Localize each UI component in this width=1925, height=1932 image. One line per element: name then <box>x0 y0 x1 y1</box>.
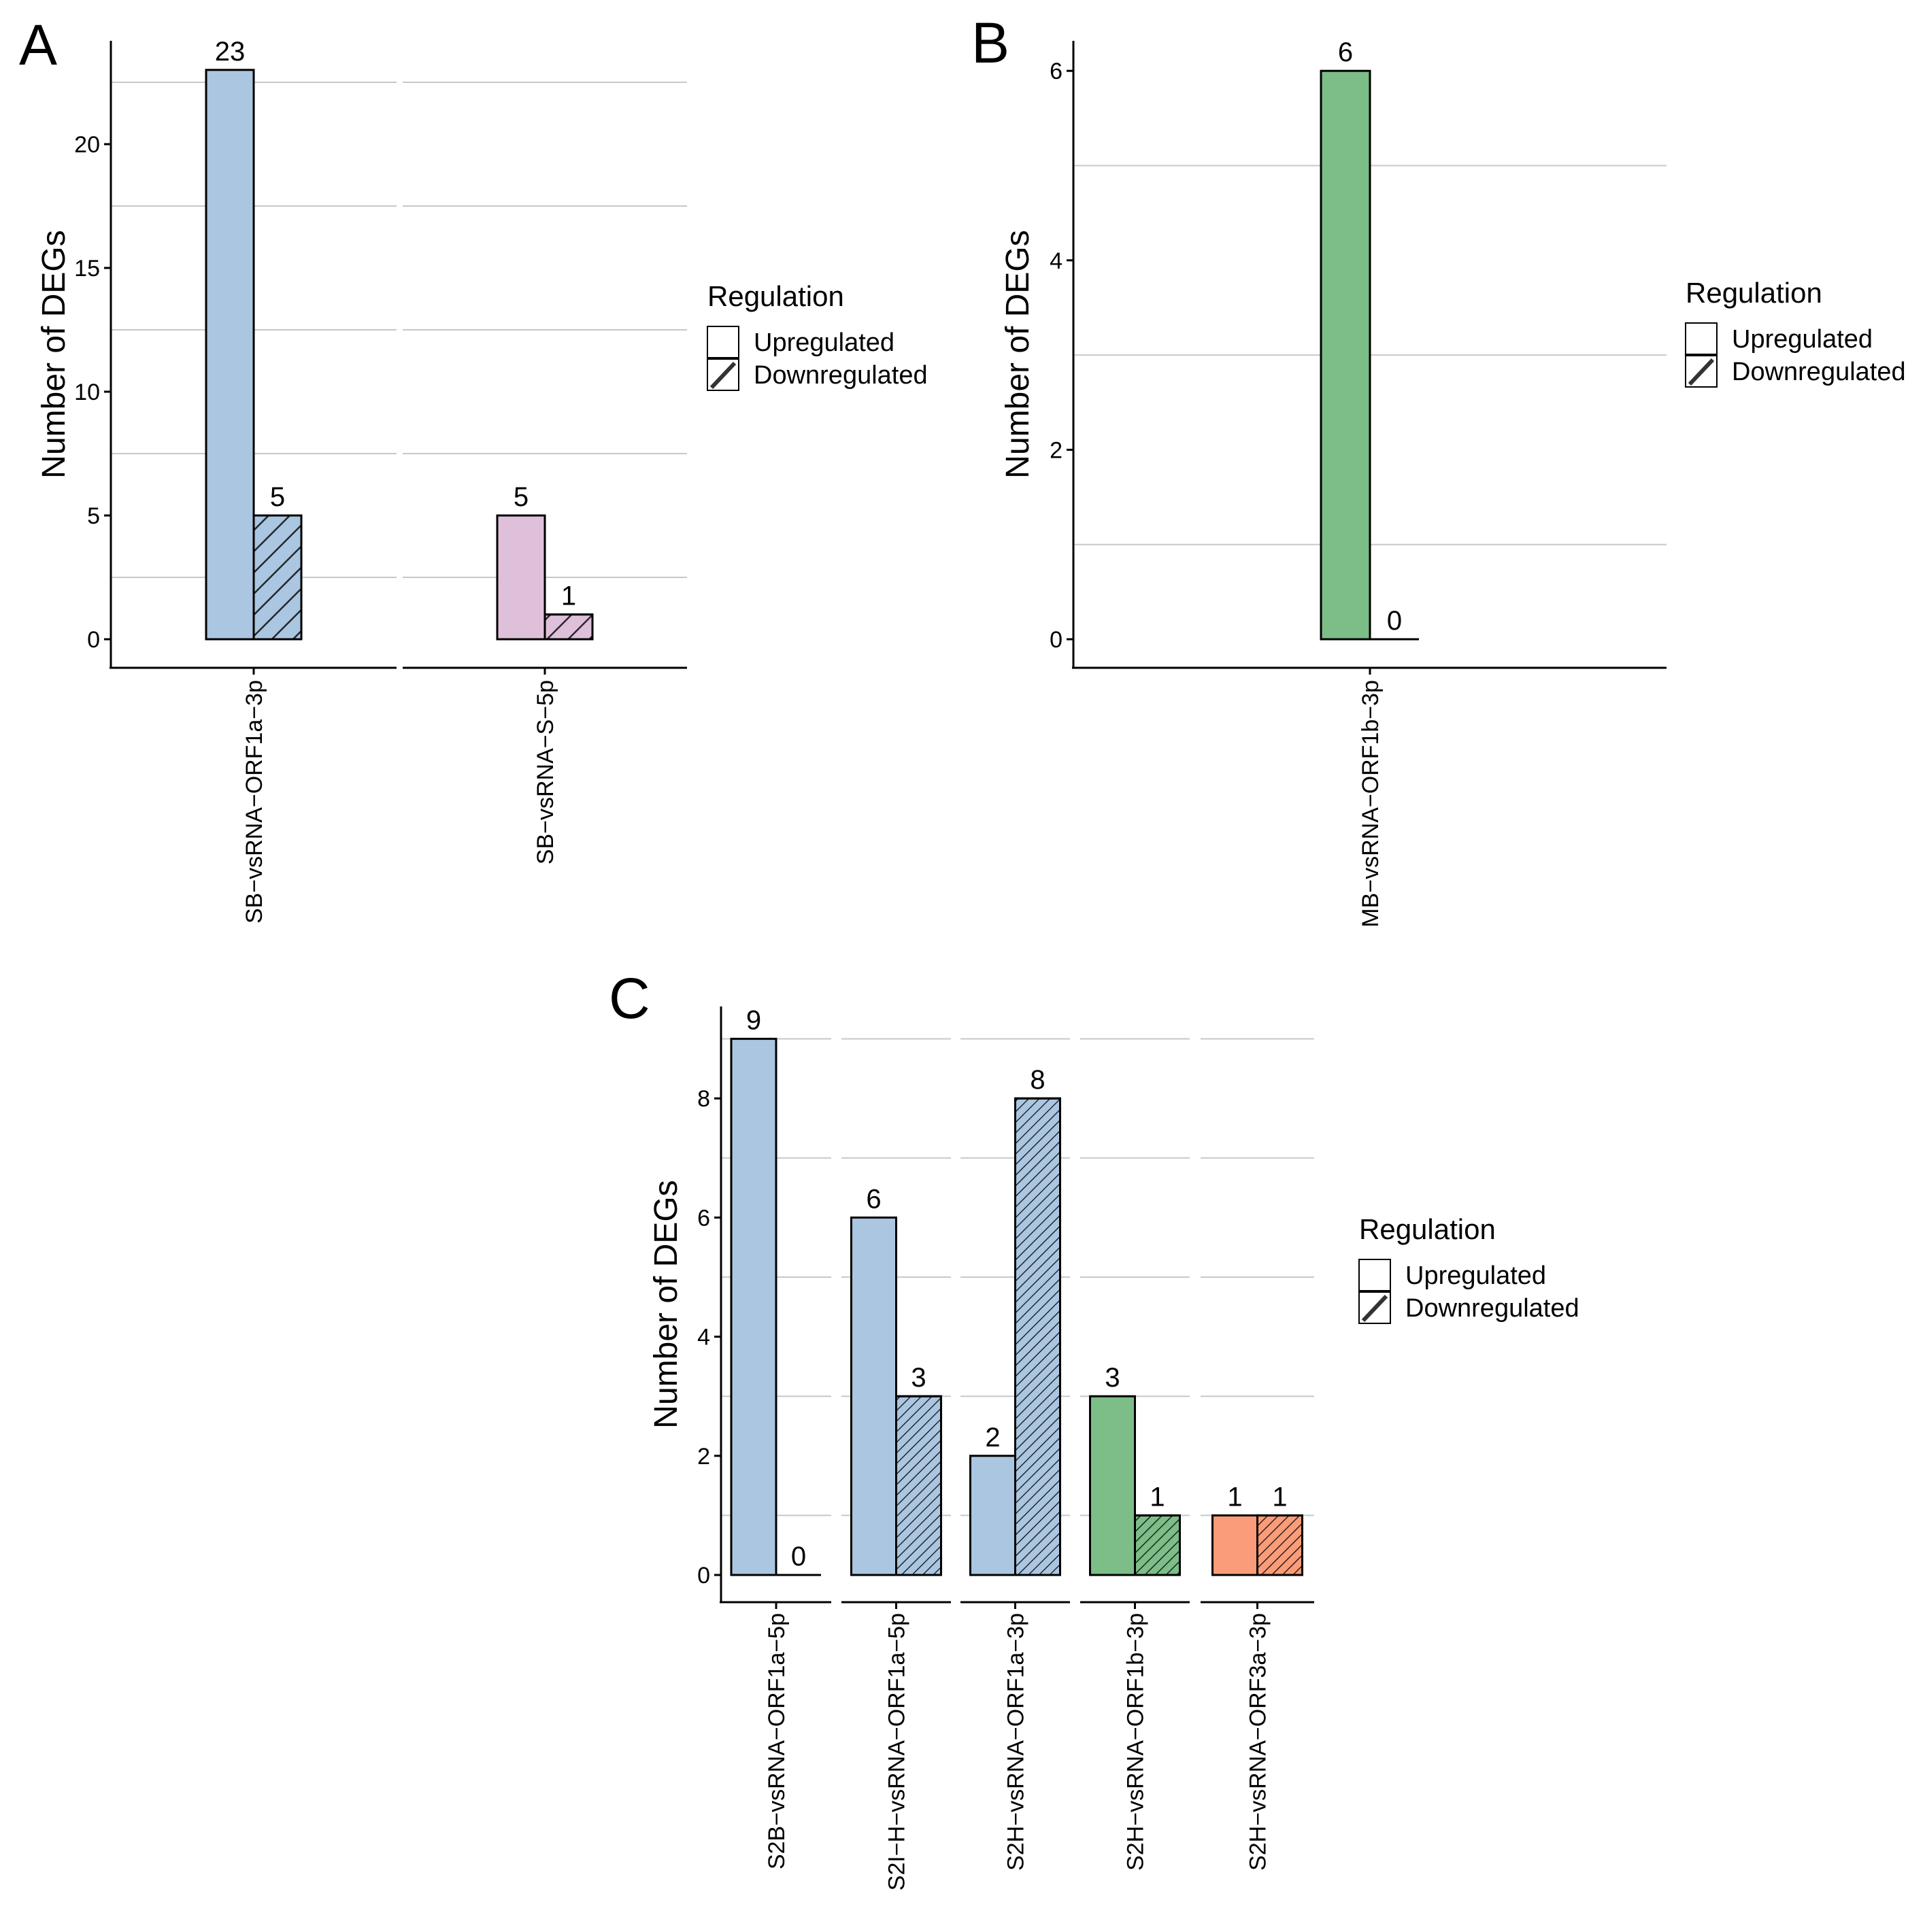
y-tick-label: 10 <box>74 379 100 405</box>
legend-label: Upregulated <box>754 328 894 357</box>
bar-upregulated <box>1211 1514 1258 1576</box>
y-tick-label: 0 <box>87 627 100 653</box>
bar-value-label: 0 <box>1387 606 1402 636</box>
legend-title: Regulation <box>1359 1213 1496 1245</box>
y-tick-label: 0 <box>1050 627 1062 653</box>
x-category-label: S2H−vsRNA−ORF1b−3p <box>1123 1613 1149 1871</box>
y-tick-label: 2 <box>1050 437 1062 463</box>
panel-letter-b: B <box>971 11 1009 75</box>
bar-hatch <box>1256 1514 1303 1576</box>
panel-b: B 0 2 4 6 Number of DEGs 6 0 MB−vsRNA−ORF1b−3p Re… <box>971 11 1906 928</box>
bar-value-label: 6 <box>866 1184 881 1214</box>
y-axis-title: Number of DEGs <box>648 1180 684 1428</box>
y-tick-label: 4 <box>697 1325 710 1351</box>
bar-value-label: 23 <box>215 37 246 67</box>
y-axis-title: Number of DEGs <box>1000 230 1036 478</box>
bar-value-label: 1 <box>1272 1482 1287 1512</box>
legend-label: Upregulated <box>1405 1261 1546 1290</box>
bar-value-label: 5 <box>514 482 529 512</box>
panel-c: C 0 2 4 6 8 Number of DEGs 9 0 S2B−vsRNA−ORF1a−5p… <box>609 966 1579 1891</box>
y-tick-label: 4 <box>1050 248 1062 274</box>
bar-hatch <box>543 613 594 641</box>
bar-upregulated <box>969 1455 1016 1576</box>
legend-hatch-icon <box>709 361 737 390</box>
bar-upregulated <box>205 69 255 641</box>
y-tick-label: 20 <box>74 132 100 158</box>
y-tick-label: 15 <box>74 256 100 282</box>
bar-value-label: 5 <box>270 482 285 512</box>
y-tick-label: 2 <box>697 1444 710 1470</box>
bar-value-label: 1 <box>1150 1482 1165 1512</box>
y-tick-label: 8 <box>697 1086 710 1112</box>
bar-upregulated <box>496 514 546 641</box>
bar-upregulated <box>850 1216 897 1576</box>
bar-hatch <box>252 514 303 641</box>
bar-value-label: 3 <box>1105 1363 1120 1393</box>
bar-value-label: 6 <box>1338 37 1353 67</box>
bar-value-label: 2 <box>985 1423 1000 1453</box>
legend-label: Downregulated <box>1732 358 1906 386</box>
x-category-label: MB−vsRNA−ORF1b−3p <box>1358 680 1384 928</box>
bar-hatch <box>1134 1514 1181 1576</box>
panel-letter-a: A <box>19 13 57 77</box>
y-tick-label: 5 <box>87 503 100 529</box>
y-tick-label: 6 <box>697 1205 710 1231</box>
bar-value-label: 8 <box>1030 1065 1045 1095</box>
legend-key-upregulated <box>1358 1259 1391 1291</box>
bar-upregulated <box>1320 69 1371 641</box>
legend-hatch-icon <box>1688 358 1715 386</box>
bar-upregulated <box>1089 1395 1136 1576</box>
x-category-label: SB−vsRNA−S−5p <box>533 680 558 864</box>
panel-letter-c: C <box>609 966 650 1030</box>
x-category-label: S2H−vsRNA−ORF3a−3p <box>1245 1613 1271 1871</box>
bar-hatch <box>895 1395 942 1576</box>
x-category-label: S2B−vsRNA−ORF1a−5p <box>764 1613 790 1869</box>
legend-label: Downregulated <box>754 361 928 390</box>
legend-title: Regulation <box>707 280 844 312</box>
bar-value-label: 1 <box>561 581 576 611</box>
bar-hatch <box>1014 1097 1061 1576</box>
x-category-label: S2I−H−vsRNA−ORF1a−5p <box>884 1613 910 1891</box>
legend-key-upregulated <box>1685 322 1718 355</box>
y-axis-title: Number of DEGs <box>36 230 72 478</box>
bar-value-label: 0 <box>791 1542 806 1572</box>
bar-value-label: 1 <box>1227 1482 1242 1512</box>
y-tick-label: 6 <box>1050 58 1062 84</box>
x-category-label: S2H−vsRNA−ORF1a−3p <box>1003 1613 1029 1871</box>
legend-label: Downregulated <box>1405 1294 1579 1323</box>
x-category-label: SB−vsRNA−ORF1a−3p <box>241 680 267 923</box>
bar-value-label: 3 <box>911 1363 926 1393</box>
bar-value-label: 9 <box>746 1006 761 1036</box>
legend-key-upregulated <box>707 326 739 358</box>
y-tick-label: 0 <box>697 1563 710 1589</box>
bar-upregulated <box>730 1038 777 1576</box>
legend-label: Upregulated <box>1732 325 1873 354</box>
legend-title: Regulation <box>1686 277 1822 309</box>
legend-hatch-icon <box>1361 1294 1388 1323</box>
